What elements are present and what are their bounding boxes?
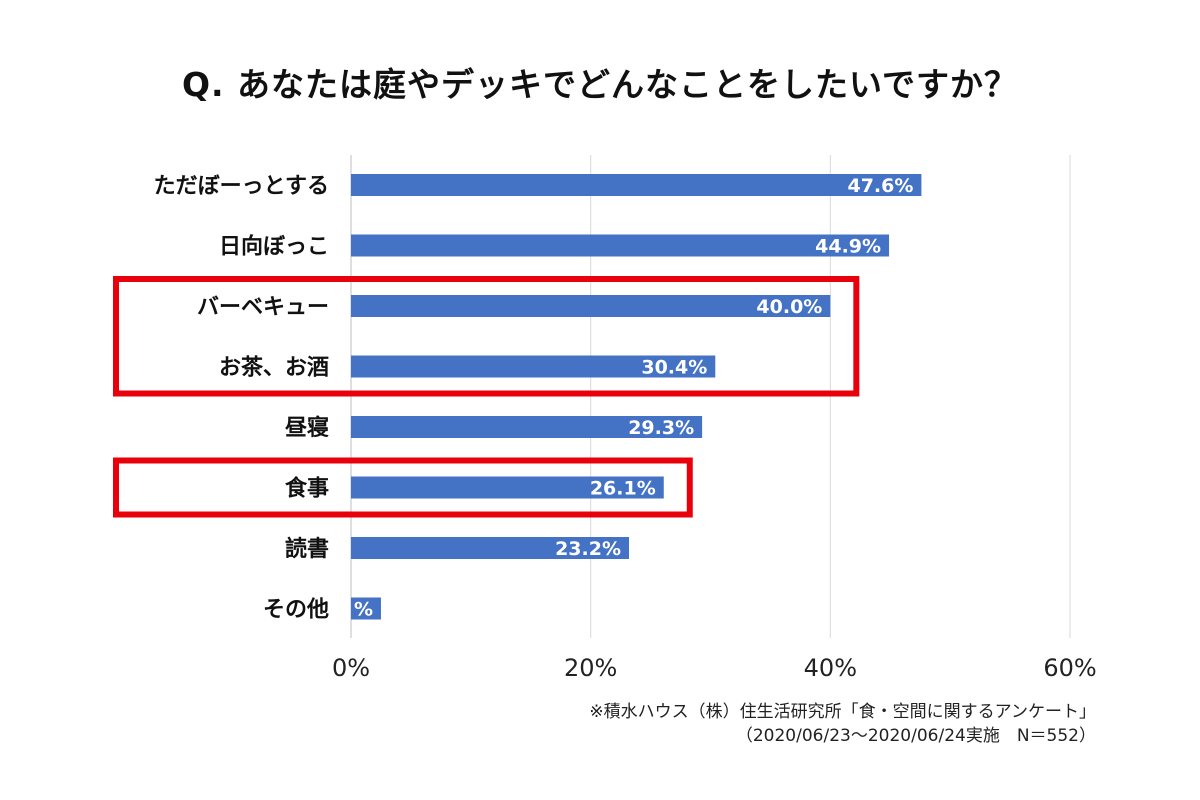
source-note: ※積水ハウス（株）住生活研究所「食・空間に関するアンケート」 （2020/06/… xyxy=(589,700,1096,748)
chart-title: Q. あなたは庭やデッキでどんなことをしたいですか？ xyxy=(181,65,1019,104)
bar xyxy=(351,355,716,378)
category-label: バーベキュー xyxy=(197,295,329,320)
bar xyxy=(351,416,703,438)
value-label: 30.4% xyxy=(641,357,707,379)
source-line-1: ※積水ハウス（株）住生活研究所「食・空間に関するアンケート」 xyxy=(589,702,1096,722)
category-label: その他 xyxy=(263,598,329,623)
value-label: 26.1% xyxy=(590,478,656,500)
value-label: 47.6% xyxy=(847,175,913,197)
bars xyxy=(351,174,922,620)
category-label: 日向ぼっこ xyxy=(219,234,329,260)
highlight-boxes xyxy=(113,276,860,518)
source-line-2: （2020/06/23～2020/06/24実施 N＝552） xyxy=(735,726,1096,746)
highlight-box xyxy=(113,276,860,397)
bar xyxy=(351,476,664,499)
x-tick-label: 60% xyxy=(1043,654,1096,682)
value-label: 44.9% xyxy=(815,236,881,258)
category-label: 読書 xyxy=(285,536,329,562)
x-tick-label: 0% xyxy=(332,654,370,682)
value-label: 40.0% xyxy=(756,296,822,318)
highlight-box xyxy=(113,457,693,518)
bar xyxy=(351,174,922,196)
bar xyxy=(351,597,381,620)
category-label: お茶、お酒 xyxy=(219,356,329,381)
bar xyxy=(351,537,630,559)
value-labels: 47.6% 44.9% 40.0% 30.4% 29.3% 26.1% 23.2%% xyxy=(354,175,913,621)
x-tick-labels: 0% 20% 40% 60% xyxy=(332,654,1097,682)
category-label: ただぼーっとする xyxy=(154,174,329,199)
category-label: 昼寝 xyxy=(285,415,329,441)
value-label: 29.3% xyxy=(628,417,694,439)
x-tick-label: 20% xyxy=(564,654,617,682)
category-label: 食事 xyxy=(285,476,329,502)
value-label: % xyxy=(354,599,373,621)
x-tick-label: 40% xyxy=(804,654,857,682)
value-label: 23.2% xyxy=(555,538,621,560)
bar xyxy=(351,295,831,317)
bar xyxy=(351,234,890,257)
